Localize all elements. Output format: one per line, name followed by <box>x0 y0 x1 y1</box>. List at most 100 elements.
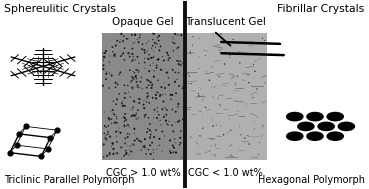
Point <box>128 81 134 84</box>
Point <box>100 144 106 147</box>
Point <box>156 137 162 140</box>
Point <box>110 108 115 112</box>
Point <box>166 57 172 60</box>
Point <box>104 70 110 74</box>
Point <box>161 59 167 62</box>
Point <box>126 153 132 156</box>
Point <box>209 65 215 68</box>
Point <box>110 100 116 103</box>
Point <box>162 86 168 89</box>
Point <box>174 47 180 50</box>
Point <box>133 68 139 71</box>
Point <box>110 109 115 112</box>
Point <box>129 33 135 36</box>
Point <box>176 84 182 87</box>
Point <box>130 70 136 73</box>
Point <box>246 81 252 84</box>
Point <box>132 33 138 36</box>
Point <box>162 119 168 122</box>
Point <box>110 153 116 156</box>
Point <box>147 135 153 138</box>
Point <box>121 120 127 123</box>
Point <box>146 84 152 87</box>
Point <box>114 135 120 138</box>
Point <box>149 84 155 87</box>
Point <box>122 112 128 115</box>
Point <box>155 91 161 94</box>
Point <box>234 74 240 77</box>
Point <box>161 100 166 103</box>
Point <box>133 75 139 78</box>
Point <box>118 33 124 36</box>
Point <box>149 47 155 50</box>
Point <box>178 129 184 132</box>
Point <box>119 53 125 56</box>
Point <box>138 76 144 79</box>
Point <box>186 73 192 76</box>
Point <box>154 64 160 67</box>
Point <box>161 115 167 118</box>
Point <box>153 97 159 100</box>
Point <box>154 106 160 109</box>
Point <box>45 147 51 150</box>
Point <box>142 61 148 64</box>
Point <box>133 74 139 77</box>
Point <box>177 60 183 63</box>
Point <box>130 106 136 109</box>
Point <box>251 127 257 130</box>
Point <box>158 68 164 71</box>
Point <box>110 46 115 49</box>
Point <box>197 109 203 112</box>
Point <box>101 56 107 59</box>
Point <box>146 53 152 56</box>
Point <box>150 61 156 64</box>
Point <box>227 53 233 57</box>
Point <box>141 99 147 102</box>
Point <box>122 96 128 99</box>
Point <box>130 47 135 50</box>
Point <box>175 120 181 123</box>
Point <box>150 32 156 35</box>
Point <box>254 88 260 91</box>
Point <box>147 123 153 126</box>
Point <box>128 108 134 112</box>
Point <box>110 50 115 53</box>
Point <box>136 86 142 89</box>
Point <box>126 91 132 94</box>
Point <box>178 34 184 37</box>
Point <box>159 69 165 72</box>
Point <box>245 73 251 76</box>
Point <box>142 113 148 116</box>
Point <box>158 93 163 96</box>
Point <box>146 70 152 73</box>
Point <box>175 102 181 105</box>
Point <box>110 142 116 145</box>
Point <box>174 78 180 81</box>
Point <box>109 74 115 77</box>
Point <box>172 138 178 141</box>
Point <box>124 37 130 40</box>
Point <box>129 79 135 82</box>
Point <box>176 63 182 66</box>
Point <box>149 141 155 144</box>
Point <box>101 155 107 158</box>
Point <box>177 136 183 139</box>
Point <box>213 124 219 127</box>
Point <box>154 66 159 69</box>
Point <box>163 113 169 116</box>
Point <box>172 42 177 45</box>
Point <box>135 71 141 74</box>
Point <box>114 121 120 124</box>
Point <box>147 64 153 67</box>
Point <box>134 55 140 58</box>
Point <box>111 54 117 57</box>
Point <box>139 87 145 90</box>
Point <box>172 80 178 83</box>
Point <box>151 69 157 72</box>
Point <box>100 64 106 67</box>
Point <box>133 114 139 117</box>
Point <box>151 151 156 154</box>
Point <box>138 148 144 151</box>
Point <box>173 121 179 124</box>
Point <box>227 56 233 59</box>
